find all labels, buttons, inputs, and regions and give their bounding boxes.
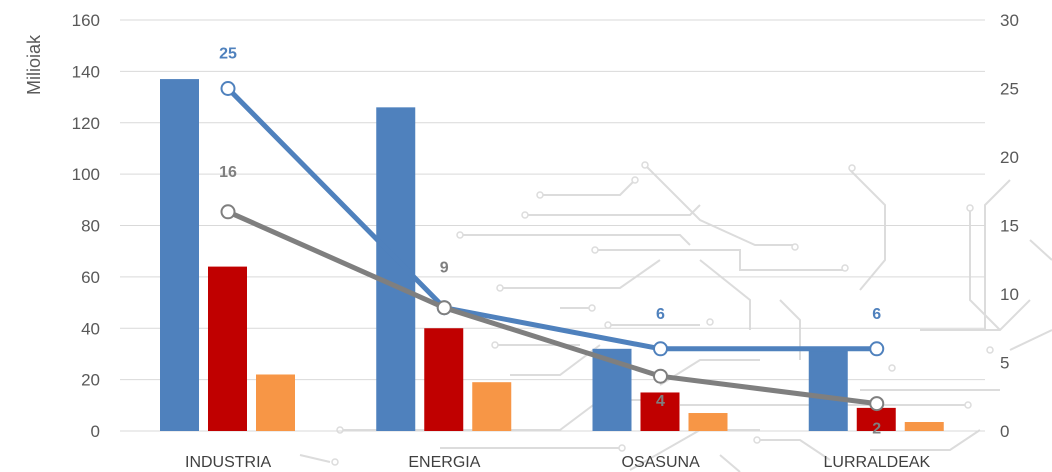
bar bbox=[640, 392, 680, 431]
bar bbox=[472, 382, 512, 431]
series-line bbox=[226, 209, 878, 407]
bar bbox=[856, 407, 896, 431]
y-tick-label: 100 bbox=[72, 165, 100, 184]
x-tick-label: ENERGIA bbox=[408, 454, 480, 471]
x-tick-label: LURRALDEAK bbox=[824, 454, 931, 471]
bar bbox=[160, 79, 199, 432]
y2-tick-label: 30 bbox=[1000, 11, 1019, 30]
y-tick-label: 40 bbox=[81, 319, 100, 338]
series-point bbox=[869, 341, 885, 357]
series-point bbox=[653, 341, 668, 357]
y-tick-label: 140 bbox=[72, 62, 100, 81]
lines bbox=[220, 81, 885, 412]
series-point bbox=[220, 204, 236, 220]
series-line bbox=[226, 86, 877, 352]
series-point bbox=[869, 396, 885, 412]
y-tick-label: 20 bbox=[81, 371, 100, 390]
series-point bbox=[220, 81, 236, 96]
series-point bbox=[653, 368, 668, 384]
y-tick-label: 60 bbox=[81, 268, 100, 287]
data-label: 2 bbox=[872, 421, 881, 438]
series-point bbox=[436, 300, 452, 316]
gridlines bbox=[120, 19, 985, 432]
bar bbox=[424, 328, 464, 431]
bar bbox=[904, 422, 944, 431]
y2-tick-label: 10 bbox=[1000, 285, 1019, 304]
x-axis-ticks: INDUSTRIA ENERGIA OSASUNA LURRALDEAK bbox=[185, 454, 931, 471]
x-tick-label: OSASUNA bbox=[622, 454, 701, 471]
data-label: 25 bbox=[219, 46, 237, 63]
y2-axis-ticks: 0 5 10 15 20 25 30 bbox=[1000, 11, 1019, 441]
bar bbox=[688, 413, 728, 431]
data-label: 9 bbox=[440, 260, 449, 277]
bars bbox=[160, 79, 944, 432]
y2-tick-label: 25 bbox=[1000, 80, 1019, 99]
x-tick-label: INDUSTRIA bbox=[185, 454, 272, 471]
y2-tick-label: 15 bbox=[1000, 217, 1019, 236]
y-tick-label: 0 bbox=[91, 422, 100, 441]
y-axis-label: Milioiak bbox=[24, 34, 44, 95]
data-labels: 25 6 6 16 9 4 2 bbox=[219, 46, 881, 438]
y2-tick-label: 20 bbox=[1000, 148, 1019, 167]
y-tick-label: 160 bbox=[72, 11, 100, 30]
y2-tick-label: 0 bbox=[1000, 422, 1009, 441]
y2-tick-label: 5 bbox=[1000, 354, 1009, 373]
data-label: 16 bbox=[219, 164, 237, 181]
y-tick-label: 120 bbox=[72, 114, 100, 133]
bar bbox=[208, 266, 247, 431]
data-label: 6 bbox=[872, 306, 881, 323]
y-tick-label: 80 bbox=[81, 217, 100, 236]
bar bbox=[256, 374, 295, 431]
bar bbox=[808, 348, 848, 431]
y-axis-ticks: 0 20 40 60 80 100 120 140 160 bbox=[72, 11, 100, 441]
data-label: 4 bbox=[656, 393, 665, 410]
data-label: 6 bbox=[656, 306, 665, 323]
